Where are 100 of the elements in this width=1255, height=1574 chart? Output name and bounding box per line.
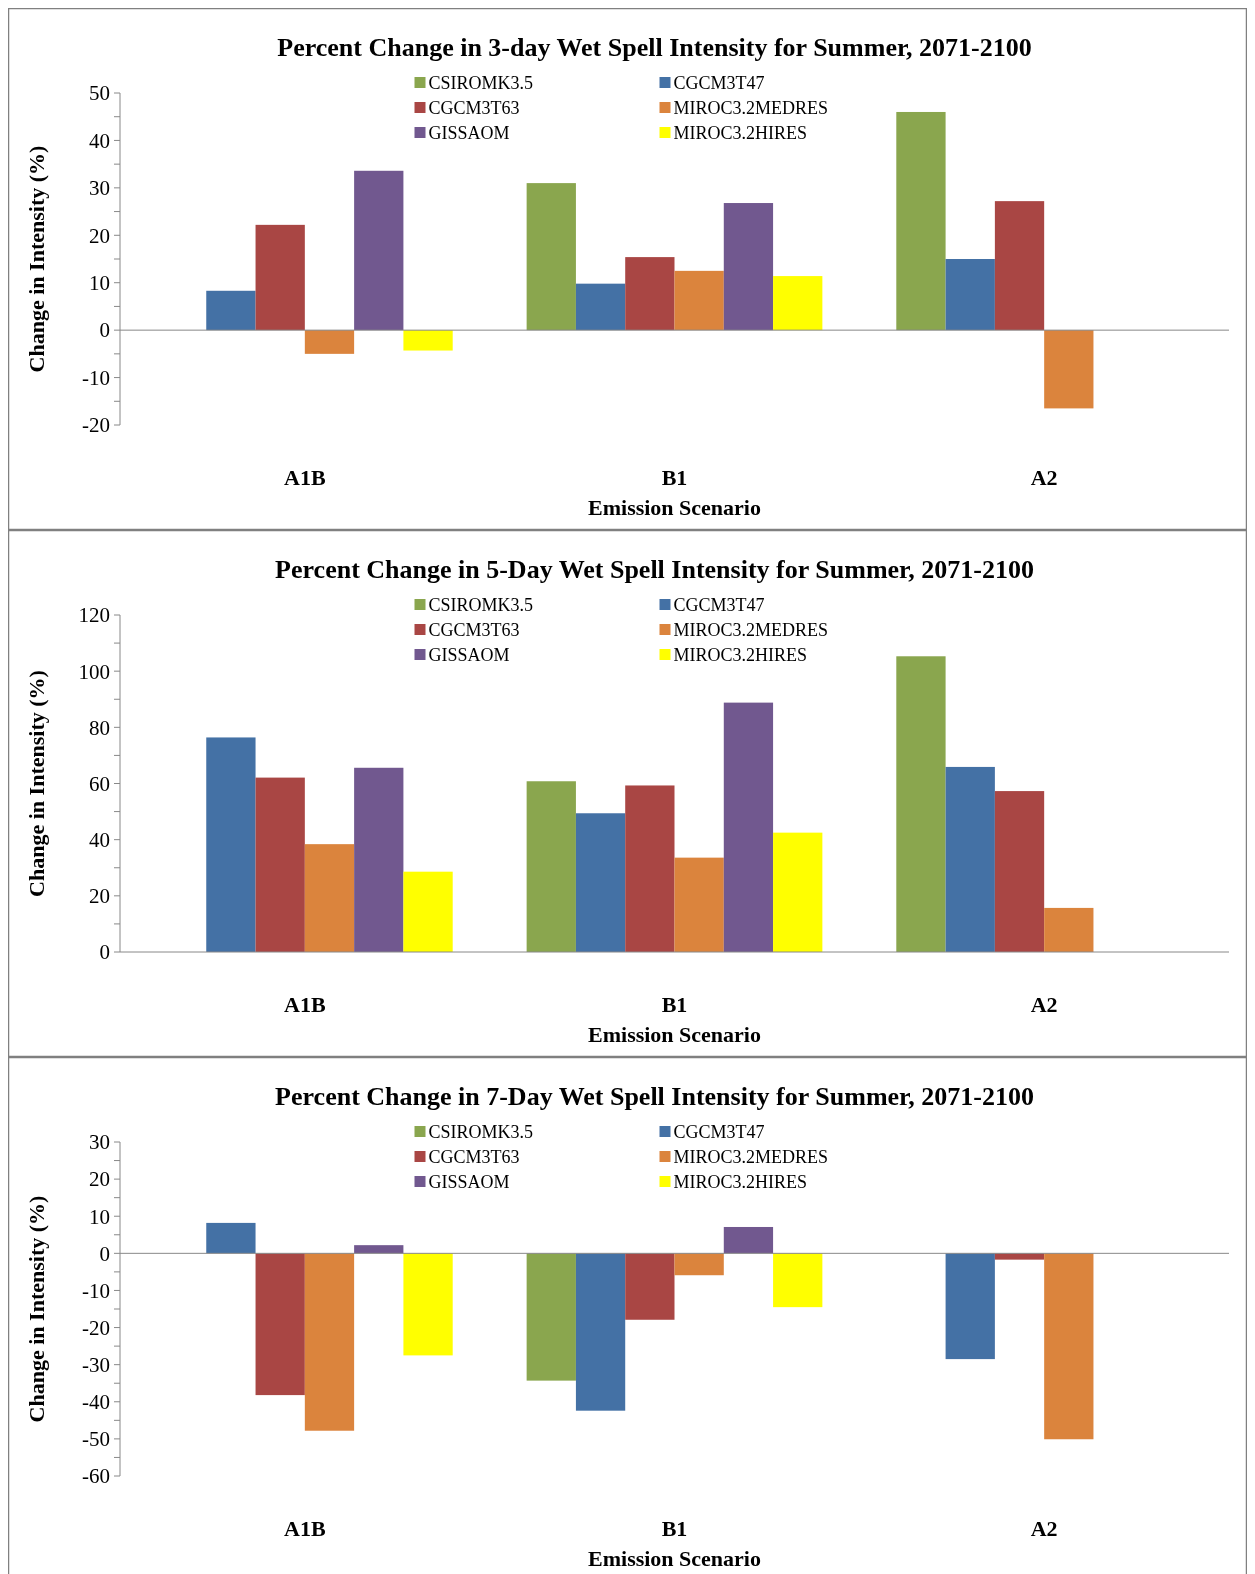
bar (723, 702, 774, 952)
legend-label: MIROC3.2HIRES (673, 123, 808, 144)
bar (255, 777, 305, 952)
x-tick-label: A1B (284, 992, 326, 1017)
legend-label: CSIROMK3.5 (428, 1122, 534, 1143)
bar (945, 766, 995, 952)
bar (625, 1253, 675, 1320)
bar (945, 1253, 995, 1360)
bar (206, 737, 256, 952)
bar (945, 259, 995, 331)
bar (674, 1253, 724, 1276)
bar (304, 330, 355, 354)
bar (674, 857, 724, 952)
bar (625, 785, 675, 952)
y-axis-title: Change in Intensity (%) (24, 670, 49, 897)
bar (625, 257, 675, 331)
y-tick-label: 10 (89, 1204, 110, 1229)
legend-label: MIROC3.2MEDRES (673, 620, 829, 641)
y-tick-label: 80 (89, 715, 110, 740)
x-tick-label: A1B (284, 465, 326, 490)
legend-label: CGCM3T47 (673, 1122, 765, 1143)
bar (896, 656, 946, 952)
y-axis-title: Change in Intensity (%) (24, 1195, 49, 1423)
chart-title: Percent Change in 5-Day Wet Spell Intensity for Summer, 2071-2100 (275, 555, 1034, 584)
legend-label: GISSAOM (428, 1172, 510, 1193)
legend-label: GISSAOM (428, 645, 510, 666)
y-tick-label: -50 (82, 1427, 110, 1452)
x-tick-label: A2 (1030, 465, 1058, 490)
bar (994, 791, 1045, 952)
y-tick-label: 20 (89, 1167, 110, 1192)
bar (255, 1253, 305, 1396)
y-tick-label: -10 (82, 1278, 110, 1303)
bar (304, 1253, 355, 1431)
y-tick-label: -20 (82, 413, 110, 438)
y-tick-label: 20 (89, 223, 110, 248)
x-axis-title: Emission Scenario (588, 1546, 761, 1571)
bar (304, 844, 355, 952)
bar (255, 224, 305, 331)
bar (773, 276, 823, 331)
y-tick-label: -40 (82, 1390, 110, 1415)
y-tick-label: 20 (89, 884, 110, 909)
y-tick-label: 30 (89, 176, 110, 201)
legend-label: MIROC3.2MEDRES (673, 1147, 829, 1168)
bar (575, 1253, 626, 1411)
y-tick-label: 30 (89, 1130, 110, 1155)
legend-label: GISSAOM (428, 123, 510, 144)
bar (575, 283, 626, 331)
bar (773, 1253, 823, 1308)
legend-label: MIROC3.2HIRES (673, 645, 808, 666)
chart-title: Percent Change in 3-day Wet Spell Intensity for Summer, 2071-2100 (277, 33, 1032, 62)
x-tick-label: A1B (284, 1516, 326, 1541)
y-tick-label: 0 (99, 318, 110, 343)
bar (723, 1226, 774, 1254)
bar (403, 1253, 453, 1356)
y-tick-label: 10 (89, 271, 110, 296)
y-tick-label: 50 (89, 81, 110, 106)
y-tick-label: -30 (82, 1353, 110, 1378)
bar (206, 1222, 256, 1254)
bar (1044, 330, 1094, 409)
bar (354, 767, 404, 952)
legend-label: CSIROMK3.5 (428, 595, 534, 616)
y-tick-label: 0 (99, 940, 110, 965)
bar (403, 871, 453, 952)
bar (354, 170, 404, 331)
legend-label: MIROC3.2MEDRES (673, 98, 829, 119)
x-tick-label: A2 (1030, 1516, 1058, 1541)
y-tick-label: 100 (78, 659, 110, 684)
legend-label: CGCM3T63 (428, 98, 520, 119)
x-tick-label: B1 (661, 992, 688, 1017)
bar (773, 832, 823, 952)
legend-label: CGCM3T63 (428, 1147, 520, 1168)
x-tick-label: A2 (1030, 992, 1058, 1017)
chart-title: Percent Change in 7-Day Wet Spell Intensity for Summer, 2071-2100 (275, 1082, 1034, 1111)
x-tick-label: B1 (661, 1516, 688, 1541)
x-tick-label: B1 (661, 465, 688, 490)
bar (526, 1253, 576, 1381)
y-tick-label: 0 (99, 1241, 110, 1266)
bar (403, 330, 453, 351)
bar (994, 201, 1045, 331)
y-tick-label: 60 (89, 771, 110, 796)
y-tick-label: -20 (82, 1315, 110, 1340)
bar (994, 1253, 1045, 1260)
bar (206, 290, 256, 331)
y-tick-label: 40 (89, 128, 110, 153)
bar (526, 781, 576, 952)
bar (1044, 907, 1094, 952)
y-tick-label: -10 (82, 365, 110, 390)
legend-label: CGCM3T47 (673, 73, 765, 94)
x-axis-title: Emission Scenario (588, 495, 761, 520)
y-axis-title: Change in Intensity (%) (24, 145, 49, 373)
legend-label: CGCM3T47 (673, 595, 765, 616)
bar (723, 203, 774, 331)
bar (1044, 1253, 1094, 1440)
y-tick-label: 40 (89, 828, 110, 853)
bar (354, 1245, 404, 1254)
bar (526, 183, 576, 331)
x-axis-title: Emission Scenario (588, 1022, 761, 1047)
bar (896, 111, 946, 331)
legend-label: MIROC3.2HIRES (673, 1172, 808, 1193)
legend-label: CSIROMK3.5 (428, 73, 534, 94)
